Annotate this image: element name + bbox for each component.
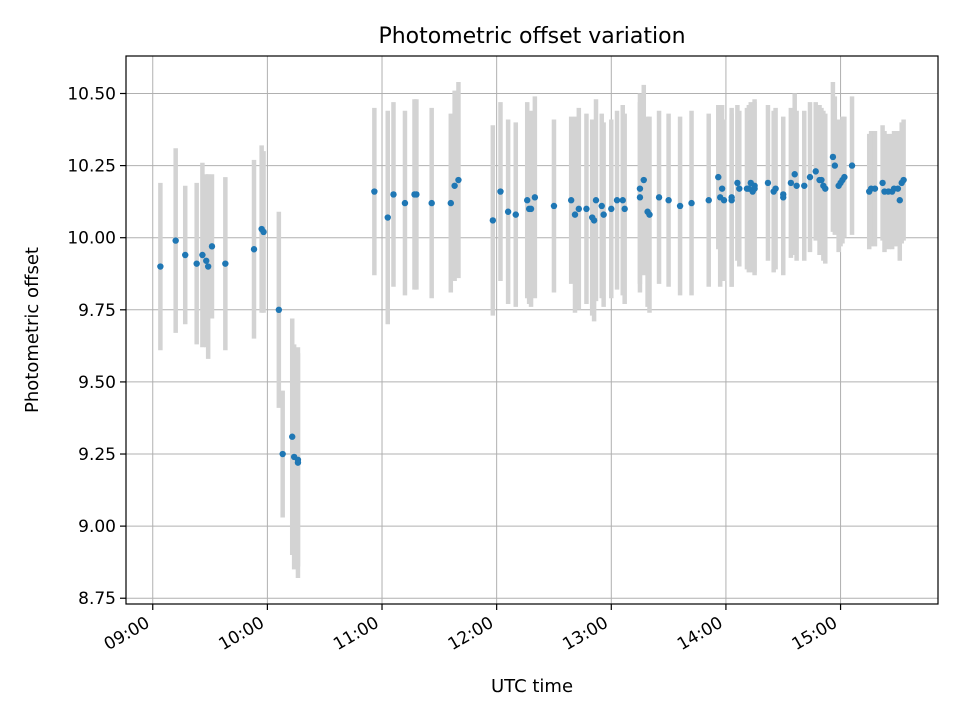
data-point — [447, 199, 454, 207]
x-axis-label: UTC time — [491, 676, 573, 697]
data-point — [497, 188, 504, 195]
data-point — [204, 263, 212, 270]
data-point — [715, 173, 722, 181]
data-point — [720, 197, 728, 204]
data-point — [831, 162, 839, 169]
data-point — [250, 246, 258, 253]
data-point — [384, 214, 391, 221]
y-tick-label: 10.00 — [67, 229, 116, 249]
chart-title: Photometric offset variation — [378, 24, 685, 49]
data-point — [567, 197, 575, 204]
data-point — [665, 197, 672, 204]
data-point — [772, 185, 779, 192]
data-point — [646, 211, 653, 218]
data-point — [718, 185, 726, 192]
data-point — [275, 306, 283, 314]
data-point — [527, 205, 535, 213]
data-point — [222, 260, 229, 267]
y-axis-label: Photometric offset — [22, 247, 43, 413]
y-tick-label: 10.50 — [67, 84, 116, 104]
data-point — [590, 217, 598, 224]
data-point — [172, 237, 179, 244]
data-point — [812, 168, 819, 175]
data-point — [512, 211, 519, 218]
data-point — [676, 202, 684, 210]
data-point — [764, 179, 772, 187]
y-tick-label: 9.00 — [78, 517, 116, 537]
data-point — [613, 197, 621, 204]
y-tick-label: 9.50 — [78, 373, 116, 393]
data-point — [705, 197, 712, 204]
point-layer — [157, 153, 907, 466]
y-tick-label: 10.25 — [67, 157, 116, 177]
data-point — [896, 197, 903, 204]
data-point — [455, 176, 462, 184]
data-point — [598, 202, 605, 210]
data-point — [848, 162, 856, 169]
data-point — [621, 205, 628, 213]
data-point — [157, 263, 164, 270]
data-point — [793, 182, 800, 189]
data-point — [371, 188, 378, 195]
data-point — [294, 456, 302, 463]
data-point — [801, 182, 808, 189]
data-point — [829, 153, 837, 161]
data-point — [182, 251, 189, 259]
data-point — [428, 199, 435, 207]
data-point — [279, 450, 286, 458]
data-point — [203, 257, 210, 264]
data-point — [688, 199, 695, 207]
data-point — [600, 211, 607, 218]
data-point — [822, 185, 829, 192]
data-point — [879, 179, 886, 187]
data-point — [451, 182, 458, 189]
data-point — [787, 179, 795, 187]
data-point — [871, 185, 879, 192]
data-point — [199, 251, 206, 259]
data-point — [894, 185, 902, 192]
y-tick-label: 9.25 — [78, 445, 116, 465]
data-point — [489, 217, 497, 224]
data-point — [550, 202, 558, 210]
data-point — [401, 199, 409, 207]
data-point — [636, 185, 644, 192]
data-point — [619, 197, 626, 204]
data-point — [608, 205, 615, 213]
data-point — [900, 176, 907, 184]
y-tick-label: 9.75 — [78, 301, 116, 321]
data-point — [390, 191, 397, 198]
data-point — [524, 197, 531, 204]
data-point — [571, 211, 579, 218]
data-point — [504, 208, 512, 215]
y-tick-label: 8.75 — [78, 589, 116, 609]
data-point — [413, 191, 420, 198]
data-point — [193, 260, 200, 267]
data-point — [592, 197, 600, 204]
plot-frame — [125, 55, 939, 605]
data-point — [728, 197, 735, 204]
data-point — [736, 185, 743, 192]
data-point — [818, 176, 825, 184]
data-point — [260, 228, 267, 236]
data-point — [636, 194, 644, 201]
data-point — [655, 194, 663, 201]
data-point — [575, 205, 583, 213]
data-point — [289, 433, 296, 440]
data-point — [841, 173, 848, 181]
data-point — [640, 176, 647, 184]
data-point — [791, 171, 798, 178]
data-point — [806, 173, 814, 181]
data-point — [734, 179, 741, 187]
data-point — [583, 205, 590, 213]
data-point — [531, 194, 539, 201]
data-point — [208, 243, 216, 250]
data-point — [751, 185, 758, 192]
data-point — [780, 194, 787, 201]
